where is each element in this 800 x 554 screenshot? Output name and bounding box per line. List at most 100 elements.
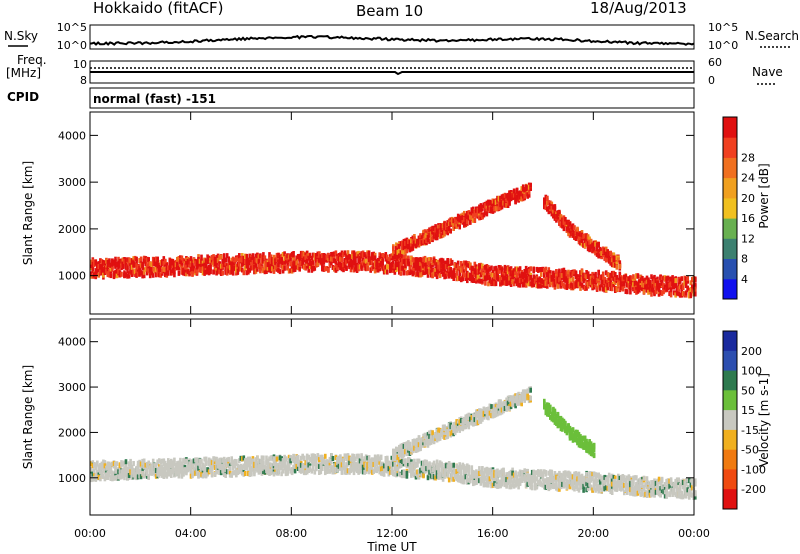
- heatmap-cell: [571, 271, 575, 277]
- heatmap-cell: [414, 257, 418, 263]
- heatmap-cell: [387, 264, 391, 270]
- heatmap-cell: [482, 475, 486, 481]
- heatmap-cell: [159, 467, 163, 473]
- heatmap-cell: [550, 280, 554, 286]
- heatmap-cell: [382, 265, 386, 271]
- heatmap-cell: [509, 276, 513, 282]
- heatmap-cell: [444, 467, 448, 473]
- heatmap-cell: [244, 254, 247, 259]
- heatmap-cell: [564, 217, 567, 222]
- heatmap-cell: [281, 262, 285, 268]
- heatmap-cell: [455, 216, 458, 222]
- heatmap-cell: [254, 253, 258, 259]
- heatmap-cell: [307, 262, 310, 268]
- heatmap-cell: [342, 465, 345, 470]
- heatmap-cell: [460, 277, 463, 283]
- heatmap-cell: [103, 463, 107, 469]
- heatmap-cell: [287, 462, 291, 468]
- heatmap-cell: [426, 228, 430, 234]
- heatmap-cell: [370, 457, 374, 463]
- heatmap-cell: [256, 258, 259, 264]
- heatmap-cell: [227, 256, 230, 262]
- heatmap-cell: [318, 254, 321, 260]
- heatmap-cell: [594, 250, 597, 256]
- heatmap-cell: [241, 257, 244, 263]
- heatmap-cell: [233, 470, 236, 476]
- heatmap-cell: [463, 464, 466, 470]
- heatmap-cell: [254, 457, 258, 463]
- heatmap-cell: [97, 264, 101, 270]
- heatmap-cell: [182, 270, 185, 276]
- heatmap-cell: [336, 256, 339, 261]
- heatmap-cell: [405, 259, 409, 265]
- heatmap-cell: [626, 277, 629, 283]
- heatmap-cell: [248, 459, 252, 465]
- heatmap-cell: [376, 267, 380, 273]
- heatmap-cell: [266, 462, 270, 468]
- cpid-label: CPID: [7, 90, 39, 104]
- heatmap-cell: [444, 264, 448, 270]
- heatmap-cell: [401, 248, 404, 254]
- heatmap-cell: [573, 284, 576, 290]
- heatmap-cell: [577, 232, 581, 238]
- heatmap-cell: [343, 258, 347, 263]
- heatmap-cell: [689, 280, 693, 286]
- heatmap-cell: [434, 468, 437, 473]
- heatmap-cell: [123, 475, 126, 481]
- heatmap-cell: [283, 259, 286, 265]
- heatmap-cell: [650, 286, 653, 292]
- heatmap-cell: [420, 261, 424, 267]
- heatmap-cell: [224, 257, 227, 263]
- heatmap-cell: [506, 192, 510, 198]
- heatmap-cell: [405, 248, 409, 254]
- heatmap-cell: [612, 279, 616, 284]
- heatmap-cell: [268, 252, 271, 258]
- heatmap-cell: [126, 257, 129, 263]
- heatmap-cell: [579, 281, 582, 287]
- heatmap-cell: [180, 255, 184, 261]
- heatmap-cell: [108, 472, 111, 478]
- heatmap-cell: [500, 468, 504, 474]
- heatmap-cell: [222, 465, 226, 471]
- heatmap-cell: [444, 261, 448, 267]
- heatmap-cell: [604, 287, 608, 293]
- heatmap-cell: [561, 281, 564, 286]
- heatmap-cell: [262, 252, 265, 258]
- heatmap-cell: [580, 238, 584, 243]
- heatmap-cell: [404, 459, 407, 465]
- heatmap-cell: [500, 480, 504, 486]
- heatmap-cell: [179, 461, 182, 467]
- heatmap-cell: [318, 464, 321, 470]
- heatmap-cell: [150, 470, 153, 476]
- heatmap-cell: [447, 218, 451, 224]
- heatmap-cell: [419, 268, 422, 274]
- heatmap-cell: [144, 266, 147, 272]
- heatmap-cell: [136, 468, 140, 474]
- heatmap-cell: [603, 255, 606, 261]
- heatmap-cell: [564, 221, 567, 227]
- heatmap-cell: [360, 453, 363, 459]
- heatmap-cell: [209, 461, 212, 467]
- heatmap-cell: [164, 472, 167, 478]
- heatmap-cell: [296, 461, 300, 467]
- heatmap-cell: [121, 263, 125, 269]
- heatmap-cell: [461, 479, 465, 485]
- heatmap-cell: [505, 281, 508, 286]
- heatmap-cell: [553, 211, 557, 217]
- heatmap-cell: [413, 458, 416, 464]
- heatmap-cell: [324, 253, 327, 259]
- heatmap-cell: [473, 473, 477, 479]
- heatmap-cell: [124, 263, 128, 269]
- heatmap-cell: [236, 256, 240, 262]
- heatmap-cell: [257, 458, 261, 464]
- heatmap-cell: [408, 240, 412, 245]
- heatmap-cell: [398, 471, 401, 477]
- heatmap-cell: [402, 266, 406, 271]
- heatmap-cell: [244, 460, 247, 466]
- heatmap-cell: [681, 291, 685, 297]
- heatmap-cell: [668, 282, 671, 288]
- heatmap-cell: [460, 478, 463, 484]
- freq-tick-high: 10: [73, 58, 87, 71]
- heatmap-cell: [108, 262, 111, 268]
- heatmap-cell: [381, 265, 384, 270]
